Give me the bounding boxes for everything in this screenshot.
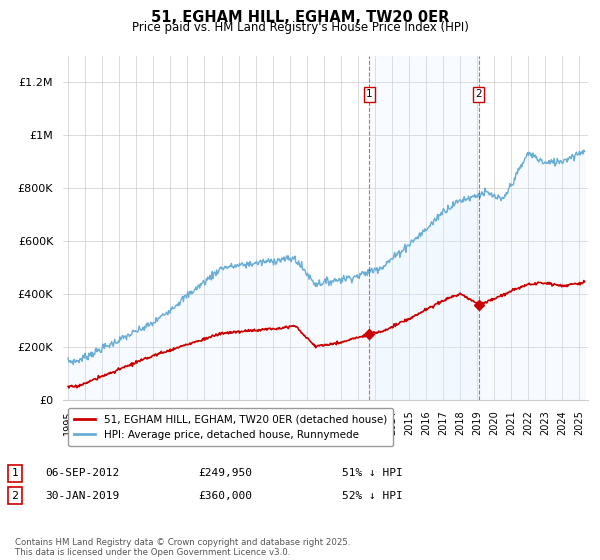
Text: 2: 2: [11, 491, 19, 501]
Text: 52% ↓ HPI: 52% ↓ HPI: [342, 491, 403, 501]
Text: Price paid vs. HM Land Registry's House Price Index (HPI): Price paid vs. HM Land Registry's House …: [131, 21, 469, 34]
Text: 2: 2: [475, 90, 482, 100]
Text: Contains HM Land Registry data © Crown copyright and database right 2025.
This d: Contains HM Land Registry data © Crown c…: [15, 538, 350, 557]
Text: 51% ↓ HPI: 51% ↓ HPI: [342, 468, 403, 478]
Text: £360,000: £360,000: [198, 491, 252, 501]
Text: 51, EGHAM HILL, EGHAM, TW20 0ER: 51, EGHAM HILL, EGHAM, TW20 0ER: [151, 10, 449, 25]
Text: 1: 1: [366, 90, 373, 100]
Text: 1: 1: [11, 468, 19, 478]
Text: 30-JAN-2019: 30-JAN-2019: [45, 491, 119, 501]
Bar: [370, 56, 479, 400]
Text: 06-SEP-2012: 06-SEP-2012: [45, 468, 119, 478]
Legend: 51, EGHAM HILL, EGHAM, TW20 0ER (detached house), HPI: Average price, detached h: 51, EGHAM HILL, EGHAM, TW20 0ER (detache…: [68, 408, 393, 446]
Text: £249,950: £249,950: [198, 468, 252, 478]
